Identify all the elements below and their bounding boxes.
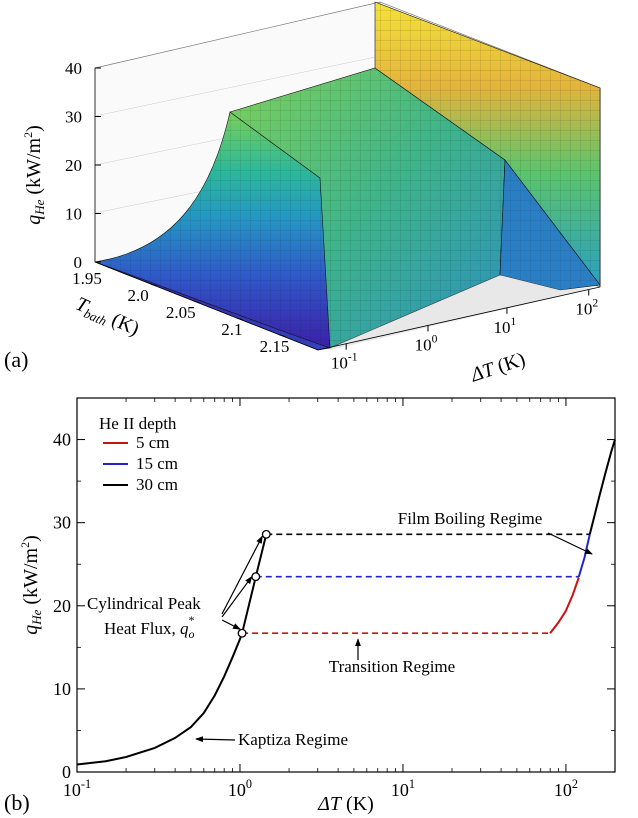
y-tick-label: 10 [53,679,71,699]
film-boiling-curve-15cm [577,534,591,577]
x-tick-label: 100 [228,777,252,800]
a-dt-axis-label: ΔT (K) [467,348,528,386]
tbath-tick-label: 1.95 [72,269,102,288]
z-tick-label: 40 [65,59,82,78]
annotation-film-boiling: Film Boiling Regime [398,509,543,528]
data-curves [76,439,616,766]
tbath-tick-label: 2.1 [221,320,242,339]
y-tick-label: 40 [53,430,71,450]
plot-frame [76,397,616,773]
tbath-tick [150,283,157,287]
a-z-axis-label: qHe (kW/m2) [21,125,47,225]
film-boiling-curve-5cm [549,577,580,634]
annotation-peak-flux-line1: Cylindrical Peak [87,594,201,613]
z-tick-label: 20 [65,156,82,175]
panel-a-label: (a) [4,347,28,372]
legend-label: 15 cm [136,454,178,473]
film-boiling-curve-30cm [588,439,616,535]
z-axis-ticks: 0 10 20 30 40 [65,59,101,272]
tbath-tick-label: 2.15 [260,337,290,356]
y-tick-label: 30 [53,513,71,533]
x-axis-ticks: 10-1 100 101 102 [63,398,616,800]
dt-tick-label: 101 [494,315,517,337]
b-x-axis-label: ΔT (K) [317,793,374,815]
x-tick-label: 10-1 [63,777,91,800]
peak-marker [261,529,271,539]
annotations: Cylindrical Peak Heat Flux, qo* Film Boi… [87,509,542,749]
x-tick-label: 102 [554,777,578,800]
y-tick-label: 20 [53,596,71,616]
legend-label: 5 cm [136,433,170,452]
annotation-arrow [221,575,253,618]
annotation-peak-flux-line2: Heat Flux, qo* [104,613,195,641]
annotation-arrow [195,736,236,743]
kapitza-curve [76,632,244,766]
x-tick-label: 101 [391,777,415,800]
panel-b: 10-1 100 101 102 0 10 20 30 40 He II depth 5 cm… [4,397,616,815]
annotation-transition: Transition Regime [329,657,455,676]
dt-axis-ticks-3d: 10-1 100 101 102 [331,289,598,373]
z-tick-label: 10 [65,205,82,224]
tbath-tick-label: 2.05 [166,303,196,322]
tbath-tick [279,334,286,338]
annotation-arrow [221,535,263,615]
z-tick-label: 0 [74,253,83,272]
b-y-axis-label: qHe (kW/m2) [18,535,44,635]
tbath-tick [193,300,200,304]
legend-label: 30 cm [136,475,178,494]
legend: He II depth 5 cm 15 cm 30 cm [99,414,178,494]
tbath-tick [107,266,115,270]
annotation-arrow [221,619,241,630]
tbath-tick-label: 2.0 [128,286,149,305]
y-tick-label: 0 [62,762,71,782]
legend-title: He II depth [99,414,177,433]
tbath-tick [236,317,243,321]
peak-marker [237,628,247,638]
dt-tick-label: 100 [415,332,438,354]
peak-rise-curve [241,534,268,634]
annotation-arrow [547,532,593,555]
peak-marker [251,572,261,582]
y-axis-ticks: 0 10 20 30 40 [53,430,615,782]
z-tick-label: 30 [65,108,82,127]
annotation-kapitza: Kaptiza Regime [238,730,348,749]
dt-tick-label: 10-1 [331,351,358,373]
annotation-arrows [195,532,593,743]
panel-b-label: (b) [4,790,30,815]
dt-tick-label: 102 [575,297,598,319]
tbath-axis-ticks: 1.95 2.0 2.05 2.1 2.15 [72,266,290,356]
